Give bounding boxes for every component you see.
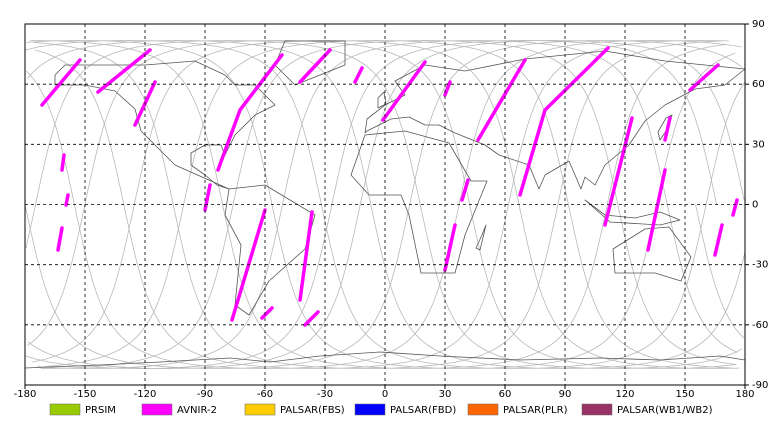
ground-track: [44, 39, 740, 370]
swath: [96, 48, 152, 94]
legend-swatch: [467, 403, 499, 416]
swath: [60, 153, 66, 172]
x-tick-label: 30: [439, 389, 452, 400]
legend-swatch: [141, 403, 173, 416]
x-tick-label: 120: [615, 389, 634, 400]
swath: [731, 198, 739, 217]
ground-track: [27, 39, 743, 370]
x-tick-label: -150: [74, 389, 97, 400]
ground-track: [25, 39, 746, 370]
legend-label: AVNIR-2: [177, 405, 217, 416]
swath: [646, 168, 667, 252]
x-tick-label: -120: [134, 389, 157, 400]
x-tick-label: -180: [14, 389, 37, 400]
swath: [303, 310, 320, 327]
ground-tracks: [24, 39, 746, 370]
south-america: [224, 184, 316, 316]
swath: [40, 58, 82, 107]
y-tick-label: -60: [752, 320, 768, 331]
swath: [260, 306, 274, 320]
ground-track: [25, 39, 736, 370]
map-frame: [24, 23, 746, 386]
legend-swatch: [581, 403, 613, 416]
swath: [713, 223, 724, 257]
ground-track: [27, 39, 745, 370]
x-tick-label: -60: [257, 389, 273, 400]
x-tick-label: -30: [317, 389, 333, 400]
swath: [443, 223, 457, 272]
ground-track: [30, 40, 723, 370]
legend-swatch: [49, 403, 81, 416]
swath: [56, 226, 64, 252]
antarctica: [24, 351, 746, 369]
madagascar: [475, 224, 487, 251]
x-tick-label: -90: [197, 389, 213, 400]
legend-label: PRSIM: [85, 405, 116, 416]
uk: [377, 91, 387, 109]
indonesia: [584, 199, 681, 226]
y-tick-label: -30: [752, 260, 768, 271]
y-tick-label: -90: [752, 380, 768, 391]
swath: [443, 80, 452, 97]
x-tick-label: 90: [559, 389, 572, 400]
australia: [612, 226, 692, 282]
swath: [298, 210, 314, 302]
ground-track: [40, 39, 734, 369]
ground-track: [33, 39, 729, 370]
x-tick-label: 180: [735, 389, 754, 400]
y-tick-label: 0: [752, 200, 758, 211]
swath: [353, 66, 364, 84]
x-tick-label: 0: [382, 389, 388, 400]
y-tick-label: 90: [752, 19, 765, 30]
y-tick-label: 30: [752, 139, 765, 150]
swath: [203, 183, 212, 212]
swath: [688, 63, 720, 92]
swath: [381, 60, 427, 122]
legend-label: PALSAR(FBS): [280, 405, 345, 416]
legend-label: PALSAR(FBD): [390, 405, 456, 416]
ground-track: [27, 39, 745, 370]
swath: [64, 193, 70, 207]
swath: [476, 58, 527, 142]
x-tick-label: 150: [675, 389, 694, 400]
ground-track: [26, 39, 727, 370]
eurasia: [364, 50, 746, 190]
swath: [518, 46, 610, 197]
ground-track: [25, 39, 738, 370]
swath: [216, 53, 284, 172]
legend-label: PALSAR(WB1/WB2): [617, 405, 713, 416]
legend-swatch: [354, 403, 386, 416]
legend-label: PALSAR(PLR): [503, 405, 568, 416]
x-tick-label: 60: [499, 389, 512, 400]
swath: [663, 116, 672, 142]
swath: [603, 116, 634, 227]
africa: [350, 130, 488, 274]
y-tick-label: 60: [752, 79, 765, 90]
ground-track: [34, 39, 742, 370]
legend: PRSIM AVNIR-2 PALSAR(FBS) PALSAR(FBD) PALSAR…: [49, 403, 713, 416]
swath: [460, 178, 470, 202]
legend-swatch: [244, 403, 276, 416]
